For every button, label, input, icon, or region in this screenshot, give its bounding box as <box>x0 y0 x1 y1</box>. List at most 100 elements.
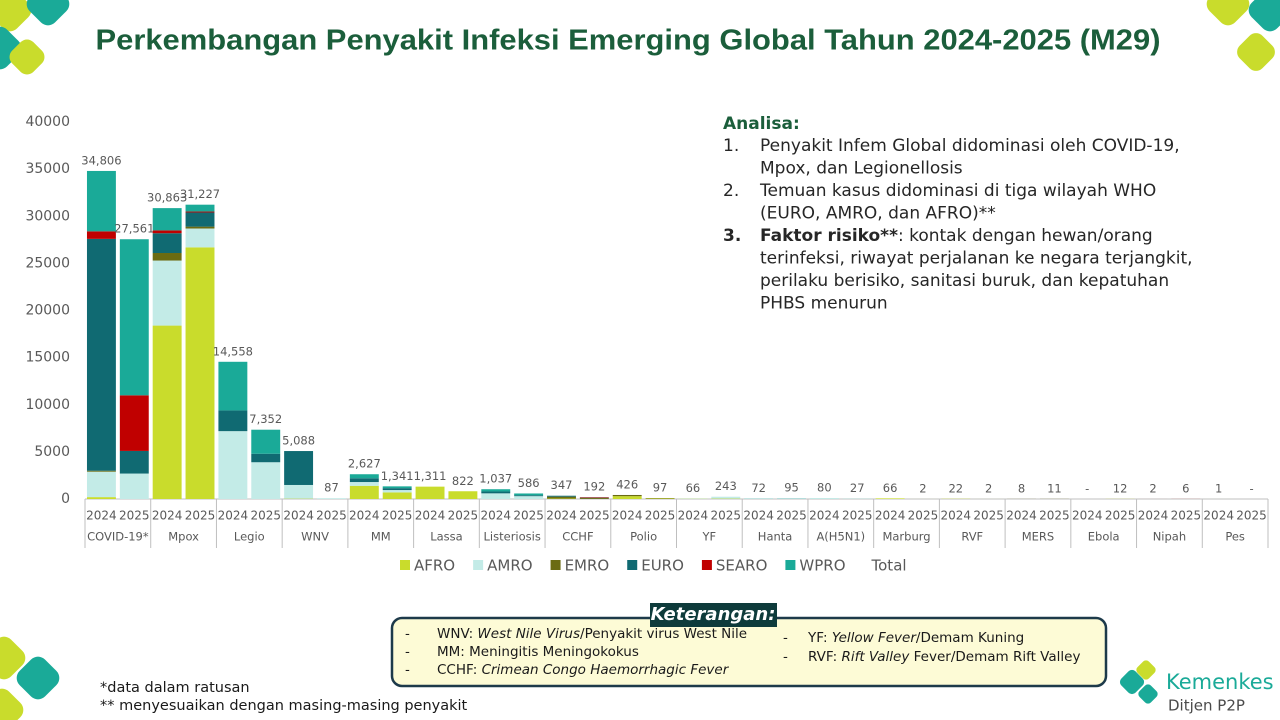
note-part: RVF: <box>808 649 841 665</box>
total-label: 11 <box>1047 481 1062 495</box>
total-label: 12 <box>1113 481 1128 495</box>
y-tick-label: 5000 <box>34 444 70 460</box>
y-tick-label: 25000 <box>25 255 70 271</box>
x-tick-label: 2024 <box>546 509 577 523</box>
bar-segment <box>777 498 806 499</box>
bar-segment <box>86 231 116 239</box>
x-tick-label: 2025 <box>776 509 807 523</box>
total-label: 2,627 <box>348 457 381 471</box>
note-part: Rift Valley <box>841 649 910 665</box>
bar-segment <box>86 497 116 499</box>
group-label: Lassa <box>430 530 462 544</box>
bar-segment <box>579 498 609 499</box>
bar-segment <box>744 498 774 499</box>
x-tick-label: 2024 <box>86 509 117 523</box>
x-tick-label: 2024 <box>283 509 314 523</box>
group-label: Pes <box>1225 530 1245 544</box>
bar-segment <box>415 486 445 499</box>
logo-name: Kemenkes <box>1166 670 1274 694</box>
bar-segment <box>349 482 379 486</box>
x-tick-label: 2024 <box>743 509 774 523</box>
note-part: CCHF: <box>437 662 482 678</box>
item-line: perilaku berisiko, sanitasi buruk, dan k… <box>760 271 1169 291</box>
group-label: WNV <box>301 530 329 544</box>
legend-label: EMRO <box>565 557 610 575</box>
group-label: MERS <box>1022 530 1054 544</box>
item-text: perilaku berisiko, sanitasi buruk, dan k… <box>760 271 1169 291</box>
group-label: Legio <box>234 530 265 544</box>
bar-segment <box>316 498 346 499</box>
legend-swatch <box>785 560 796 570</box>
note-part: /Penyakit virus West Nile <box>580 626 747 642</box>
total-label: - <box>1085 482 1089 496</box>
x-tick-label: 2025 <box>842 509 873 523</box>
bar-segment <box>86 470 116 472</box>
item-text: Temuan kasus didominasi di tiga wilayah … <box>759 181 1156 201</box>
y-tick-label: 30000 <box>25 208 70 224</box>
x-tick-label: 2025 <box>579 509 610 523</box>
total-label: 31,227 <box>180 187 220 201</box>
bar-segment <box>119 239 149 396</box>
bar-segment <box>514 495 544 497</box>
total-label: 80 <box>817 481 832 495</box>
x-tick-label: 2025 <box>513 509 544 523</box>
group-label: Ebola <box>1088 530 1120 544</box>
x-tick-label: 2024 <box>875 509 906 523</box>
x-tick-label: 2024 <box>480 509 511 523</box>
bar-segment <box>547 495 576 497</box>
corner-decoration <box>1206 0 1280 71</box>
x-tick-label: 2025 <box>119 509 150 523</box>
bar-segment <box>382 488 412 491</box>
bar-segment <box>152 208 182 231</box>
x-tick-label: 2024 <box>1203 509 1234 523</box>
total-label: 6 <box>1182 481 1189 495</box>
item-line: PHBS menurun <box>760 294 888 314</box>
total-label: 2 <box>1149 481 1156 495</box>
bar-segment <box>284 451 314 485</box>
total-label: 1 <box>1215 481 1222 495</box>
bar-segment <box>86 471 116 498</box>
bar-segment <box>481 493 511 499</box>
bar-segment <box>152 233 182 254</box>
legend-label: SEARO <box>716 557 768 575</box>
bar-segment <box>382 490 412 493</box>
bar-segment <box>185 226 215 229</box>
bar-segment <box>86 238 116 471</box>
analysis-title: Analisa: <box>723 114 800 134</box>
corner-decoration <box>0 0 70 75</box>
x-tick-label: 2024 <box>809 509 840 523</box>
total-label: 2 <box>919 481 926 495</box>
x-tick-label: 2024 <box>1138 509 1169 523</box>
bar-segment <box>382 486 412 489</box>
group-label: YF <box>702 530 717 544</box>
bar-segment <box>185 247 215 499</box>
chart: 0 5000 10000 15000 20000 25000 30000 35000 40000… <box>25 114 1269 575</box>
item-number: 2. <box>723 181 739 201</box>
bar-segment <box>152 325 182 499</box>
item-number: 1. <box>723 136 739 156</box>
bar-segment <box>809 498 839 499</box>
item-text: Mpox, dan Legionellosis <box>760 159 963 179</box>
y-tick-label: 0 <box>61 491 70 507</box>
bar-segment <box>514 496 544 499</box>
bar-segment <box>152 253 182 261</box>
total-label: 27,561 <box>114 222 154 236</box>
group-label: Marburg <box>882 530 930 544</box>
note-bullet: - <box>405 644 410 660</box>
group-label: Hanta <box>758 530 793 544</box>
item-line: Faktor risiko**: kontak dengan hewan/ora… <box>760 226 1153 246</box>
note-part: MM: Meningitis Meningokokus <box>437 644 639 660</box>
item-text: terinfeksi, riwayat perjalanan ke negara… <box>760 249 1193 269</box>
item-text: (EURO, AMRO, dan AFRO)** <box>760 204 996 224</box>
bar-segment <box>382 492 412 499</box>
note-part: /Demam Kuning <box>916 630 1024 646</box>
note-part: YF: <box>807 630 832 646</box>
group-label: A(H5N1) <box>816 530 865 544</box>
legend-label: EURO <box>641 557 684 575</box>
item-line: Mpox, dan Legionellosis <box>760 159 963 179</box>
x-tick-label: 2024 <box>218 509 249 523</box>
group-label: Polio <box>630 530 657 544</box>
bar-segment <box>86 170 116 232</box>
item-line: Penyakit Infem Global didominasi oleh CO… <box>760 136 1180 156</box>
item-line: (EURO, AMRO, dan AFRO)** <box>760 204 996 224</box>
